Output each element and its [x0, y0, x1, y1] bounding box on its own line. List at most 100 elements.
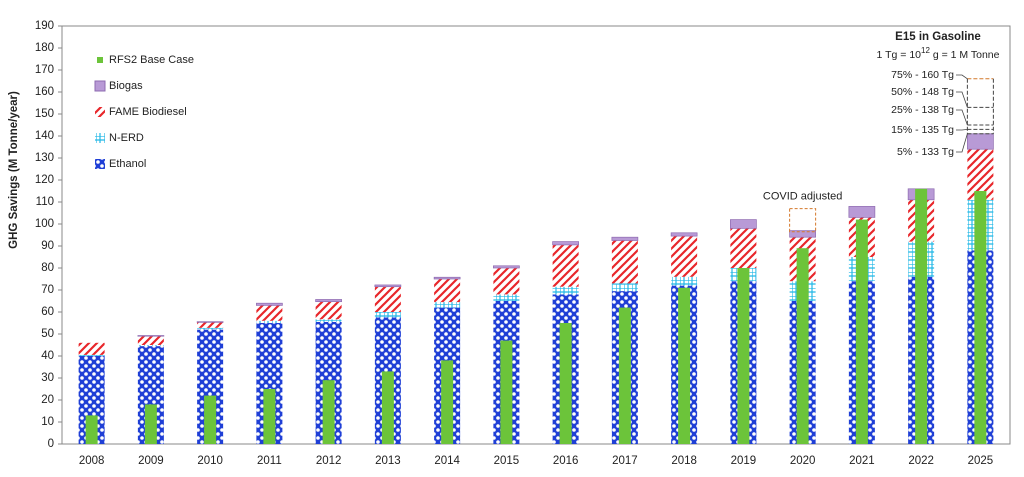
bar-segment: [670, 232, 698, 237]
bar-segment: [433, 276, 461, 280]
y-tick-label: 150: [35, 108, 54, 120]
overlay-bar: [204, 395, 217, 444]
overlay-bar: [796, 248, 809, 444]
y-tick-label: 10: [41, 416, 54, 428]
overlay-bar: [915, 188, 928, 444]
x-tick-label: 2009: [138, 455, 164, 467]
bar-segment: [611, 240, 638, 284]
y-tick-label: 130: [35, 152, 54, 164]
overlay-bar: [381, 371, 394, 444]
bar-segment: [137, 335, 165, 337]
y-tick-label: 0: [48, 438, 54, 450]
leader-line: [956, 74, 968, 80]
leader-line: [956, 91, 968, 108]
covid-label: COVID adjusted: [763, 191, 842, 203]
x-tick-label: 2018: [671, 455, 697, 467]
overlay-bar: [678, 287, 691, 444]
bar-segment: [434, 302, 461, 308]
x-tick-label: 2021: [849, 455, 875, 467]
e15-label: 50% - 148 Tg: [891, 86, 954, 98]
leader-line: [956, 129, 968, 131]
overlay-bar: [737, 268, 750, 444]
overlay-bar: [500, 340, 513, 444]
e15-label: 25% - 138 Tg: [891, 104, 954, 116]
bar-segment: [552, 244, 579, 287]
e15-label: 5% - 133 Tg: [897, 146, 954, 158]
overlay-bar: [85, 415, 98, 444]
unit-note-part: g = 1 M Tonne: [930, 49, 1000, 61]
bar-segment: [374, 312, 401, 318]
bar-segment: [315, 299, 342, 303]
legend-swatch: [97, 57, 103, 63]
e15-label: 75% - 160 Tg: [891, 69, 954, 81]
x-tick-label: 2011: [257, 455, 282, 467]
bar-segment: [197, 322, 224, 328]
y-tick-label: 20: [41, 394, 54, 406]
x-tick-label: 2020: [790, 455, 816, 467]
y-tick-label: 80: [41, 262, 54, 274]
legend-label: Ethanol: [109, 158, 146, 170]
y-tick-label: 70: [41, 284, 54, 296]
leader-line: [956, 109, 968, 126]
legend-swatch: [94, 80, 106, 92]
x-tick-label: 2015: [494, 455, 520, 467]
overlay-bar: [974, 191, 987, 444]
unit-note-part: 1 Tg = 10: [877, 49, 922, 61]
legend-label: RFS2 Base Case: [109, 54, 194, 66]
overlay-bar: [322, 380, 335, 444]
bar-segment: [967, 133, 994, 150]
bar-segment: [137, 336, 164, 345]
y-tick-label: 30: [41, 372, 54, 384]
overlay-bar: [618, 307, 631, 444]
unit-note-part: 12: [921, 46, 930, 55]
legend-label: Biogas: [109, 80, 143, 92]
bar-segment: [493, 268, 520, 295]
legend-swatch: [95, 133, 105, 143]
x-tick-label: 2016: [553, 455, 579, 467]
y-tick-label: 90: [41, 240, 54, 252]
bar-segment: [137, 345, 164, 347]
x-tick-label: 2010: [197, 455, 223, 467]
bar-segment: [671, 236, 698, 277]
y-tick-label: 160: [35, 86, 54, 98]
bar-segment: [374, 284, 402, 288]
bar-segment: [848, 206, 876, 218]
y-tick-label: 100: [35, 218, 54, 230]
e15-label: 15% - 135 Tg: [891, 124, 954, 136]
y-tick-label: 140: [35, 130, 54, 142]
plot-frame: [61, 25, 1011, 445]
legend-swatch: [95, 159, 105, 169]
bar-segment: [256, 320, 283, 323]
bar-segment: [552, 241, 579, 246]
bar-segment: [315, 301, 342, 320]
bar-segment: [611, 283, 638, 292]
x-tick-label: 2017: [612, 455, 638, 467]
overlay-bar: [263, 389, 276, 444]
y-tick-label: 50: [41, 328, 54, 340]
x-tick-label: 2022: [908, 455, 934, 467]
legend-swatch: [95, 107, 105, 117]
x-tick-label: 2014: [434, 455, 460, 467]
bar-segment: [789, 230, 816, 238]
bar-segment: [197, 327, 224, 330]
leader-line: [956, 133, 968, 153]
overlay-bar: [855, 219, 868, 444]
legend-label: FAME Biodiesel: [109, 106, 187, 118]
bar-segment: [256, 305, 283, 321]
overlay-bar: [144, 404, 157, 444]
bar-segment: [493, 265, 520, 269]
bar-segment: [196, 321, 224, 323]
y-tick-label: 40: [41, 350, 54, 362]
x-tick-label: 2019: [731, 455, 757, 467]
bar-segment: [256, 302, 283, 306]
covid-box: [789, 208, 817, 233]
y-axis-title: GHG Savings (M Tonne/year): [8, 91, 20, 249]
e15-unit-note: 1 Tg = 1012 g = 1 M Tonne: [877, 46, 1000, 61]
legend-label: N-ERD: [109, 132, 144, 144]
y-tick-label: 60: [41, 306, 54, 318]
x-tick-label: 2008: [79, 455, 105, 467]
x-tick-label: 2013: [375, 455, 401, 467]
bar-segment: [374, 286, 401, 312]
